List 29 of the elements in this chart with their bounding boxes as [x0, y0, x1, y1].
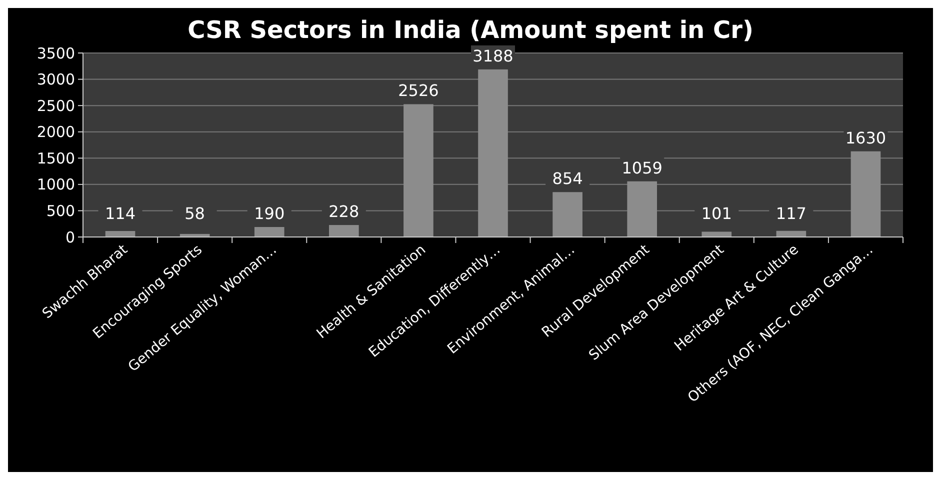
y-tick-label: 1500	[36, 149, 75, 168]
chart-title: CSR Sectors in India (Amount spent in Cr)	[188, 16, 754, 44]
bar	[552, 192, 582, 237]
y-tick-label: 3000	[36, 70, 75, 89]
data-label: 3188	[472, 46, 514, 66]
data-label: 190	[254, 204, 285, 223]
bar	[329, 225, 359, 237]
data-label: 101	[701, 204, 732, 223]
y-tick-label: 2000	[36, 123, 75, 142]
bar	[850, 151, 881, 237]
data-label: 1630	[845, 128, 886, 148]
y-tick-label: 500	[46, 202, 75, 220]
bar	[105, 231, 136, 237]
data-label: 58	[184, 204, 205, 223]
bar	[702, 232, 732, 237]
bar	[627, 181, 657, 237]
y-tick-label: 2500	[36, 96, 75, 115]
data-label: 228	[328, 202, 360, 222]
bar	[404, 104, 434, 237]
data-label: 2526	[398, 81, 439, 100]
y-tick-label: 3500	[36, 44, 75, 62]
data-label: 114	[105, 204, 136, 223]
data-label: 854	[552, 169, 583, 188]
y-tick-label: 1000	[36, 176, 75, 194]
data-label: 1059	[622, 158, 662, 178]
bar	[254, 227, 284, 237]
bar	[478, 69, 508, 237]
y-tick-label: 0	[65, 228, 75, 246]
data-label: 117	[776, 204, 806, 223]
